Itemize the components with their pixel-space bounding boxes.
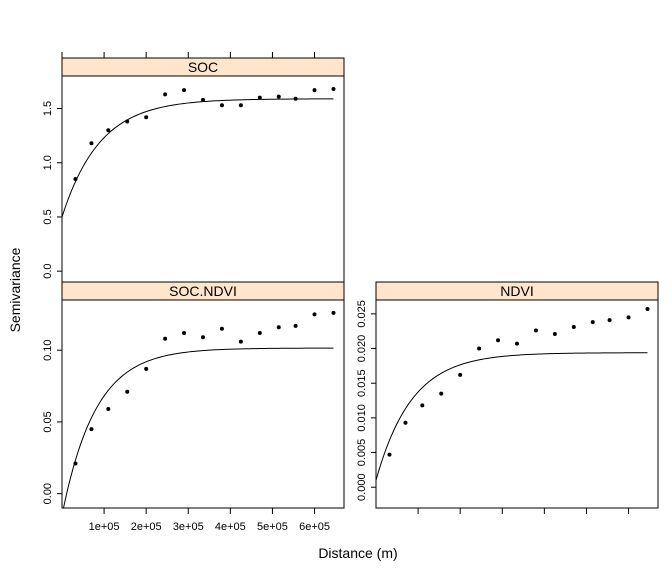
x-tick-label: 1e+05 [89, 521, 120, 533]
panel-socndvi: SOC.NDVI 0.00 0.05 0.10 1e+05 2e+05 3e+05 4e+05… [42, 281, 345, 533]
data-point-socndvi [125, 389, 130, 394]
data-point-socndvi [293, 323, 298, 328]
data-point-soc [125, 119, 130, 124]
y-tick-label-ndvi: 0.005 [356, 439, 368, 467]
model-curve-ndvi [376, 352, 648, 481]
y-tick-label-soc: 1.5 [42, 101, 54, 116]
data-point-socndvi [106, 407, 111, 412]
data-point-socndvi [312, 312, 317, 317]
data-point-ndvi [477, 346, 482, 351]
data-point-soc [163, 92, 168, 97]
plot-frame-socndvi [61, 299, 345, 509]
panel-ndvi: NDVI 0.000 0.005 0.010 0.015 0.020 0.025 [356, 281, 659, 514]
data-point-ndvi [420, 403, 425, 408]
data-point-soc [182, 88, 187, 93]
strip-label-soc: SOC [188, 59, 218, 75]
data-point-socndvi [144, 366, 149, 371]
data-point-ndvi [626, 315, 631, 320]
y-tick-label-ndvi: 0.025 [356, 300, 368, 328]
data-point-ndvi [552, 331, 557, 336]
data-point-socndvi [201, 335, 205, 340]
data-point-socndvi [163, 336, 168, 341]
x-tick-label: 5e+05 [257, 521, 288, 533]
model-curve-soc [62, 98, 334, 218]
data-point-soc [201, 97, 205, 102]
data-point-ndvi [607, 318, 612, 323]
y-tick-label-ndvi: 0.015 [356, 369, 368, 397]
data-point-soc [312, 88, 317, 93]
data-point-socndvi [219, 326, 224, 331]
data-point-ndvi [533, 328, 538, 333]
y-tick-label-soc: 0.5 [42, 209, 54, 224]
y-tick-label-soc: 0.0 [42, 264, 54, 279]
data-point-soc [73, 177, 78, 181]
data-point-ndvi [590, 320, 595, 325]
data-point-ndvi [458, 372, 463, 377]
data-point-ndvi [387, 452, 392, 457]
data-point-soc [144, 115, 149, 120]
strip-label-socndvi: SOC.NDVI [169, 283, 237, 299]
y-tick-label-socndvi: 0.00 [42, 483, 54, 504]
data-point-ndvi [403, 420, 408, 425]
x-tick-label: 6e+05 [299, 521, 330, 533]
y-axis-title: Semivariance [7, 247, 23, 332]
data-point-soc [238, 103, 243, 108]
data-point-socndvi [276, 325, 281, 330]
plot-frame-ndvi [375, 299, 659, 509]
x-tick-label: 3e+05 [173, 521, 204, 533]
data-point-socndvi [182, 330, 187, 335]
y-tick-label-socndvi: 0.10 [42, 339, 54, 360]
y-tick-label-socndvi: 0.05 [42, 411, 54, 432]
data-point-socndvi [89, 427, 94, 432]
x-axis-title: Distance (m) [318, 545, 397, 561]
data-point-soc [331, 87, 336, 92]
y-tick-label-ndvi: 0.000 [356, 473, 368, 501]
data-point-ndvi [571, 325, 576, 330]
data-point-ndvi [496, 338, 501, 343]
data-point-soc [257, 95, 262, 100]
data-point-soc [89, 141, 94, 146]
x-tick-label: 4e+05 [215, 521, 246, 533]
panels-group: SOC 0.0 0.5 1.0 1.5 SOC.NDVI 0.00 0.05 0.10 1e+05… [42, 52, 659, 533]
data-point-ndvi [439, 391, 444, 396]
strip-label-ndvi: NDVI [500, 283, 533, 299]
data-point-soc [219, 103, 224, 108]
panel-soc: SOC 0.0 0.5 1.0 1.5 [42, 52, 345, 283]
y-tick-label-ndvi: 0.020 [356, 335, 368, 363]
model-curve-socndvi [62, 347, 334, 508]
data-point-ndvi [645, 307, 650, 312]
data-point-soc [276, 94, 281, 99]
data-point-ndvi [515, 341, 519, 346]
plot-frame-soc [61, 75, 345, 283]
data-point-soc [293, 96, 298, 101]
y-tick-label-ndvi: 0.010 [356, 404, 368, 432]
data-point-socndvi [238, 339, 243, 344]
data-point-socndvi [257, 330, 262, 335]
data-point-socndvi [73, 461, 78, 466]
x-tick-label: 2e+05 [131, 521, 162, 533]
data-point-socndvi [331, 310, 336, 315]
y-tick-label-soc: 1.0 [42, 155, 54, 170]
data-point-soc [106, 128, 111, 133]
